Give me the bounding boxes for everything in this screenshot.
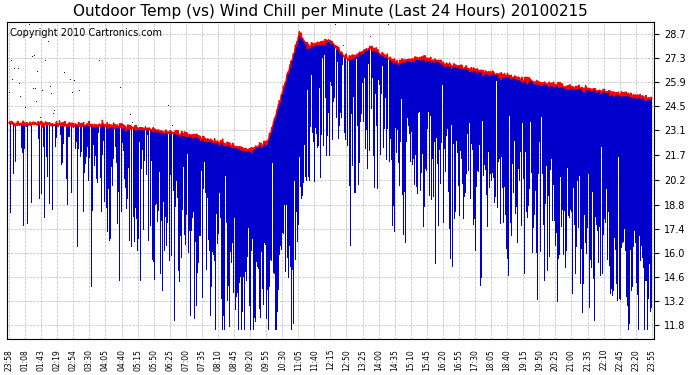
Title: Outdoor Temp (vs) Wind Chill per Minute (Last 24 Hours) 20100215: Outdoor Temp (vs) Wind Chill per Minute …	[73, 4, 588, 19]
Text: Copyright 2010 Cartronics.com: Copyright 2010 Cartronics.com	[10, 28, 162, 38]
